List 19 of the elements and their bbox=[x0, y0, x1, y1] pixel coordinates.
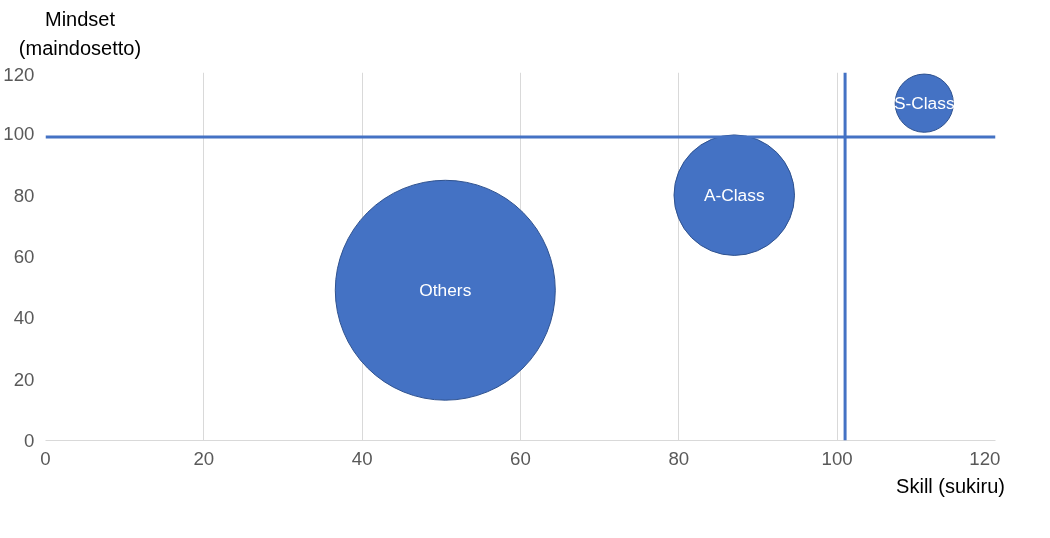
x-tick-label: 120 bbox=[969, 447, 1001, 469]
x-tick-label: 100 bbox=[821, 447, 853, 469]
y-tick-label: 100 bbox=[3, 123, 35, 145]
y-tick-label: 20 bbox=[13, 368, 35, 390]
y-tick-label: 80 bbox=[13, 184, 35, 206]
y-tick-label: 120 bbox=[3, 63, 35, 85]
y-tick-label: 0 bbox=[24, 430, 35, 452]
x-tick-label: 60 bbox=[510, 447, 531, 469]
y-tick-label: 40 bbox=[13, 307, 35, 329]
x-tick-label: 20 bbox=[193, 447, 215, 469]
y-tick-label: 60 bbox=[13, 246, 35, 268]
series-label: S-Class bbox=[893, 93, 955, 114]
x-tick-label: 0 bbox=[40, 447, 51, 469]
y-axis-title: Mindset (maindosetto) bbox=[17, 7, 143, 61]
series-label: Others bbox=[419, 280, 472, 301]
series-label: A-Class bbox=[703, 185, 765, 206]
x-tick-label: 80 bbox=[668, 447, 690, 469]
x-axis-title: Skill (sukiru) bbox=[896, 474, 1005, 500]
x-tick-label: 40 bbox=[351, 447, 373, 469]
